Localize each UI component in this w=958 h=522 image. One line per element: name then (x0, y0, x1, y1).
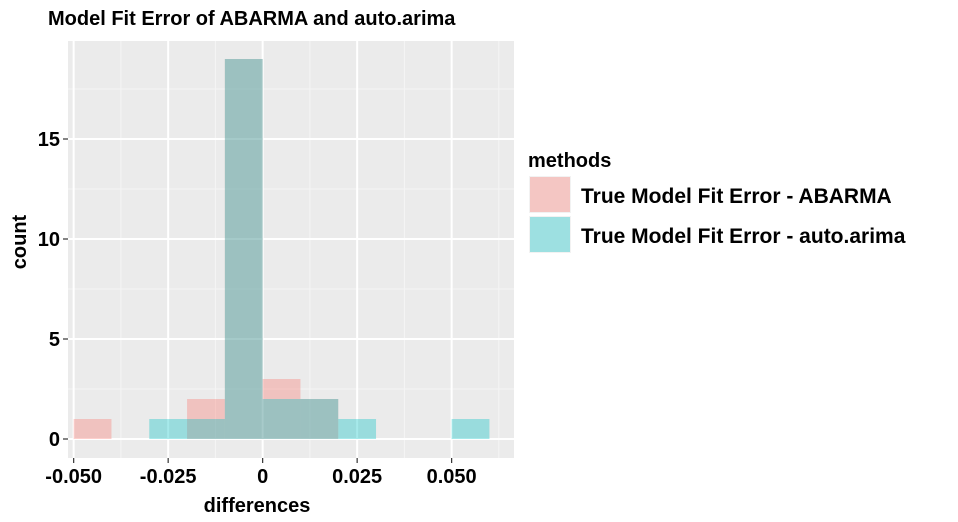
grid (68, 41, 514, 458)
x-tick-label: 0 (257, 466, 268, 488)
histogram-bar-auto-arima (262, 399, 301, 439)
histogram-bar-abarma (187, 399, 225, 439)
x-tick-label: 0.050 (427, 466, 477, 488)
y-tick-label: 5 (49, 329, 60, 351)
histogram-bar-abarma (262, 379, 301, 439)
histogram-bar-abarma (224, 59, 263, 439)
histogram-bar-auto-arima (338, 419, 377, 439)
y-axis-label: count (9, 214, 31, 269)
x-axis: -0.050 -0.025 0 0.025 0.050 (45, 458, 477, 488)
legend-title: methods (528, 150, 611, 172)
y-tick-label: 10 (38, 229, 60, 251)
x-tick-label: -0.025 (140, 466, 197, 488)
chart-title: Model Fit Error of ABARMA and auto.arima (48, 8, 456, 30)
legend-key-bg (529, 216, 571, 253)
histogram-bar-auto-arima (300, 399, 339, 439)
legend: methods True Model Fit Error - ABARMA Tru… (528, 150, 906, 253)
legend-label: True Model Fit Error - auto.arima (581, 225, 906, 248)
legend-swatch (530, 177, 570, 212)
x-tick-label: 0.025 (332, 466, 382, 488)
legend-swatch (530, 217, 570, 252)
histogram-bar-auto-arima (451, 419, 490, 439)
bars (73, 59, 490, 439)
histogram-bar-auto-arima (149, 419, 225, 439)
x-axis-label: differences (204, 495, 311, 517)
histogram-bar-abarma (300, 399, 339, 439)
legend-label: True Model Fit Error - ABARMA (581, 185, 892, 208)
y-tick-label: 0 (49, 429, 60, 451)
y-axis: 0 5 10 15 (38, 129, 68, 451)
y-tick-label: 15 (38, 129, 60, 151)
histogram-bar-auto-arima (224, 59, 263, 439)
x-tick-label: -0.050 (45, 466, 102, 488)
legend-key-bg (529, 176, 571, 213)
histogram-bar-abarma (73, 419, 112, 439)
